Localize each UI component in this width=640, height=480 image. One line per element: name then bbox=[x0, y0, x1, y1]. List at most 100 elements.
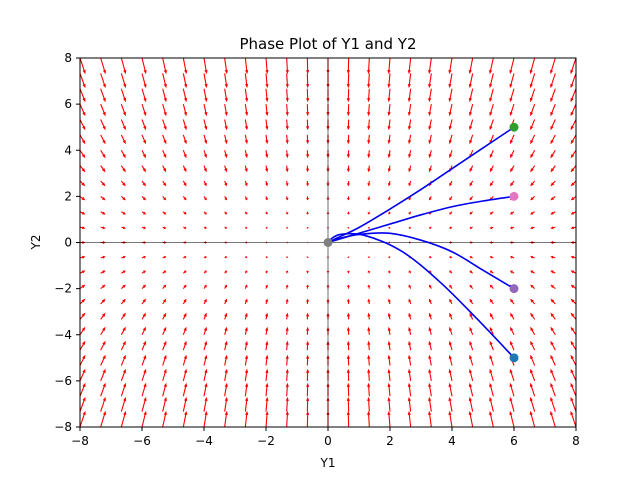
quiver-arrow bbox=[224, 134, 228, 145]
quiver-arrow bbox=[448, 382, 453, 397]
quiver-arrow bbox=[449, 196, 453, 201]
quiver-arrow bbox=[550, 298, 556, 305]
quiver-arrow bbox=[182, 134, 187, 145]
quiver-arrow bbox=[530, 298, 536, 305]
quiver-arrow bbox=[265, 382, 269, 397]
quiver-arrow bbox=[367, 298, 371, 305]
quiver-arrow bbox=[306, 73, 310, 89]
quiver-arrow bbox=[408, 196, 412, 201]
quiver-arrow bbox=[489, 298, 494, 305]
quiver-arrow bbox=[285, 256, 289, 259]
quiver-arrow bbox=[449, 298, 453, 305]
quiver-arrow bbox=[489, 396, 494, 412]
quiver-arrow bbox=[550, 165, 556, 173]
quiver-arrow bbox=[80, 195, 86, 201]
quiver-arrow bbox=[141, 284, 147, 290]
quiver-arrow bbox=[448, 354, 453, 366]
quiver-arrow bbox=[468, 103, 474, 117]
quiver-arrow bbox=[448, 396, 453, 412]
quiver-arrow bbox=[224, 165, 228, 173]
quiver-arrow bbox=[530, 103, 536, 117]
quiver-arrow bbox=[489, 88, 494, 103]
quiver-arrow bbox=[408, 165, 412, 173]
y-tick-label: −2 bbox=[54, 282, 72, 296]
quiver-arrow bbox=[244, 284, 248, 289]
quiver-arrow bbox=[285, 368, 289, 381]
quiver-arrow bbox=[346, 382, 350, 397]
quiver-arrow bbox=[367, 368, 371, 381]
chart-title: Phase Plot of Y1 and Y2 bbox=[240, 35, 417, 53]
quiver-arrow bbox=[224, 368, 228, 381]
quiver-arrow bbox=[468, 396, 474, 412]
quiver-arrow bbox=[570, 298, 576, 305]
quiver-arrow bbox=[224, 73, 228, 89]
quiver-arrow bbox=[265, 396, 269, 412]
quiver-arrow bbox=[120, 58, 127, 75]
quiver-arrow bbox=[469, 298, 474, 305]
quiver-arrow bbox=[162, 326, 167, 335]
quiver-arrow bbox=[141, 298, 147, 305]
quiver-arrow bbox=[449, 211, 453, 215]
x-tick-label: 2 bbox=[386, 434, 394, 448]
quiver-arrow bbox=[120, 298, 126, 305]
quiver-arrow bbox=[100, 58, 106, 75]
quiver-arrow bbox=[305, 326, 310, 335]
start-point-marker-3 bbox=[509, 122, 519, 132]
quiver-arrow bbox=[387, 326, 391, 335]
quiver-arrow bbox=[408, 270, 412, 274]
quiver-arrow bbox=[244, 211, 248, 215]
quiver-arrow bbox=[100, 396, 106, 412]
quiver-arrow bbox=[469, 165, 474, 173]
quiver-arrow bbox=[367, 180, 371, 187]
quiver-arrow bbox=[245, 226, 248, 230]
quiver-arrow bbox=[141, 119, 147, 131]
quiver-arrow bbox=[388, 226, 391, 229]
quiver-arrow bbox=[265, 196, 269, 201]
quiver-arrow bbox=[182, 58, 188, 75]
quiver-arrow bbox=[387, 150, 391, 159]
quiver-arrow bbox=[570, 103, 576, 117]
quiver-arrow bbox=[162, 255, 167, 259]
quiver-arrow bbox=[570, 354, 576, 366]
quiver-arrow bbox=[407, 104, 412, 117]
x-axis-label: Y1 bbox=[320, 456, 336, 470]
x-tick-label: −6 bbox=[133, 434, 151, 448]
quiver-arrow bbox=[346, 119, 350, 131]
quiver-arrow bbox=[346, 226, 350, 229]
quiver-arrow bbox=[509, 180, 515, 187]
quiver-arrow bbox=[530, 284, 536, 290]
quiver-arrow bbox=[285, 226, 289, 229]
quiver-arrow bbox=[346, 284, 351, 289]
quiver-arrow bbox=[408, 150, 412, 159]
quiver-arrow bbox=[80, 326, 86, 336]
quiver-arrow bbox=[469, 226, 473, 230]
quiver-arrow bbox=[428, 165, 432, 173]
quiver-arrow bbox=[203, 298, 207, 305]
quiver-arrow bbox=[529, 58, 536, 75]
quiver-arrow bbox=[550, 326, 556, 336]
y-tick-label: 0 bbox=[64, 236, 72, 250]
quiver-arrow bbox=[100, 382, 106, 397]
quiver-arrow bbox=[224, 284, 228, 289]
quiver-arrow bbox=[509, 255, 515, 259]
quiver-arrow bbox=[367, 312, 371, 320]
quiver-arrow bbox=[224, 340, 228, 351]
quiver-arrow bbox=[387, 211, 391, 215]
quiver-arrow bbox=[550, 354, 556, 366]
quiver-arrow bbox=[570, 195, 576, 201]
quiver-arrow bbox=[428, 104, 432, 117]
quiver-arrow bbox=[162, 196, 167, 201]
quiver-arrow bbox=[182, 165, 187, 173]
end-point-marker bbox=[323, 238, 333, 247]
quiver-arrow bbox=[100, 149, 106, 159]
x-tick-label: −4 bbox=[195, 434, 213, 448]
quiver-arrow bbox=[285, 180, 289, 187]
quiver-arrow bbox=[203, 354, 208, 366]
quiver-arrow bbox=[224, 196, 228, 201]
quiver-arrow bbox=[100, 119, 106, 131]
quiver-arrow bbox=[265, 165, 269, 173]
quiver-arrow bbox=[489, 312, 494, 320]
quiver-arrow bbox=[182, 180, 187, 187]
quiver-arrow bbox=[367, 256, 371, 259]
quiver-arrow bbox=[367, 270, 371, 274]
